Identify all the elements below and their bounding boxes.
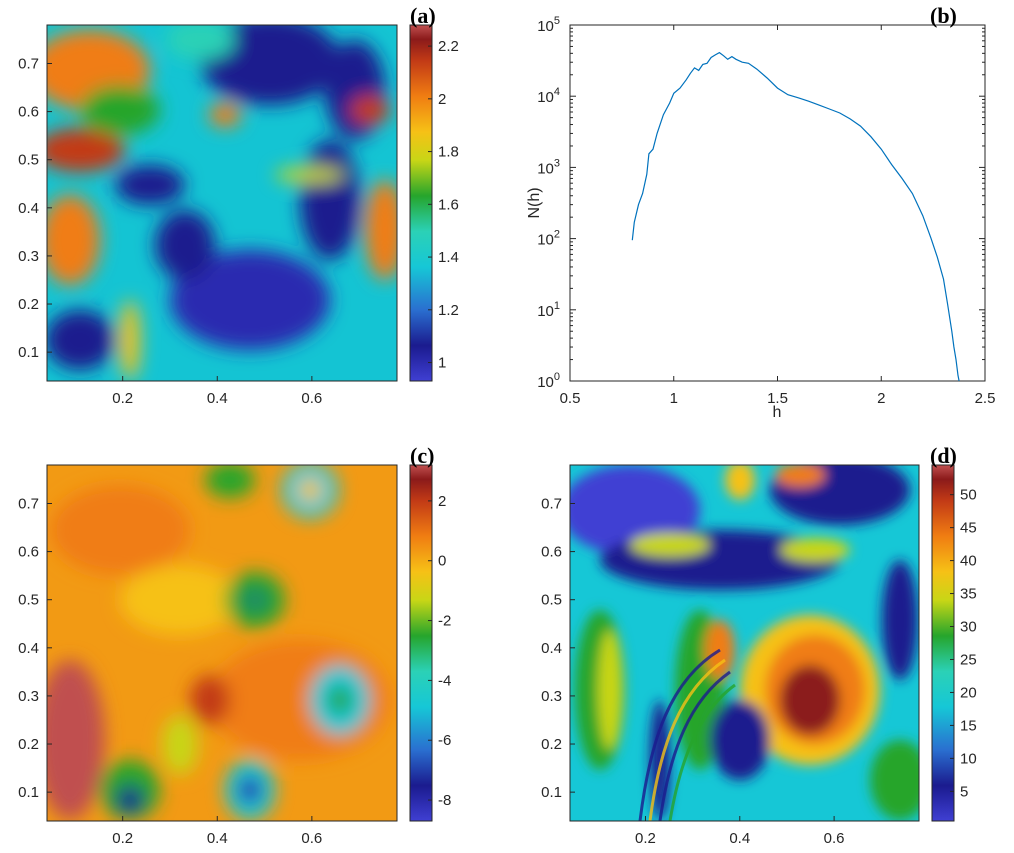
x-tick-label: 0.2 bbox=[635, 830, 656, 847]
panel-label-a: (a) bbox=[410, 3, 436, 28]
y-tick-label: 0.4 bbox=[18, 640, 39, 657]
x-tick-label: 0.6 bbox=[301, 390, 322, 407]
colorbar-tick-label: 1.2 bbox=[438, 302, 459, 319]
heatmap-c-image bbox=[47, 465, 397, 821]
colorbar-tick-label: -4 bbox=[438, 672, 451, 689]
colorbar-tick-label: 30 bbox=[960, 619, 977, 636]
heatmap-a-image bbox=[47, 25, 397, 381]
y-tick-label: 0.2 bbox=[18, 296, 39, 313]
y-tick-label: 0.4 bbox=[18, 200, 39, 217]
y-tick-label: 0.7 bbox=[18, 55, 39, 72]
y-tick-label: 0.6 bbox=[541, 544, 562, 561]
x-tick-label: 1 bbox=[670, 390, 678, 407]
colorbar-tick-label: 25 bbox=[960, 651, 977, 668]
panel-b: 0.5 1 1.5 2 2.5 100 101 102 103 104 105 h N(h) (b) bbox=[526, 3, 995, 421]
colorbar-tick-label: 2 bbox=[438, 493, 446, 510]
colorbar-tick-label: 1.6 bbox=[438, 196, 459, 213]
panel-d: 0.2 0.4 0.6 0.1 0.2 0.3 0.4 0.5 0.6 0.7 5 10 15 20 25… bbox=[541, 443, 977, 847]
heatmap-d-image bbox=[570, 465, 919, 821]
colorbar-tick-label: -8 bbox=[438, 792, 451, 809]
colorbar-tick-label: 45 bbox=[960, 520, 977, 537]
x-tick-label: 0.6 bbox=[301, 830, 322, 847]
colorbar-tick-label: 5 bbox=[960, 783, 968, 800]
y-tick-label: 0.2 bbox=[18, 736, 39, 753]
yaxis-label-b: N(h) bbox=[526, 187, 543, 218]
y-tick-label: 0.3 bbox=[541, 688, 562, 705]
x-tick-label: 2 bbox=[877, 390, 885, 407]
x-tick-label: 0.4 bbox=[207, 390, 228, 407]
colorbar-tick-label: 20 bbox=[960, 684, 977, 701]
y-tick-label: 0.6 bbox=[18, 104, 39, 121]
y-tick-label: 0.5 bbox=[18, 152, 39, 169]
y-tick-label: 0.4 bbox=[541, 640, 562, 657]
colorbar-tick-label: 1.8 bbox=[438, 144, 459, 161]
y-tick-label: 0.6 bbox=[18, 544, 39, 561]
x-tick-label: 0.2 bbox=[112, 390, 133, 407]
y-tick-label: 0.1 bbox=[18, 784, 39, 801]
colorbar-tick-label: 10 bbox=[960, 750, 977, 767]
colorbar-c bbox=[409, 464, 433, 822]
y-tick-label: 0.5 bbox=[541, 592, 562, 609]
y-tick-label: 0.7 bbox=[541, 495, 562, 512]
colorbar-tick-label: 0 bbox=[438, 553, 446, 570]
y-tick-label: 103 bbox=[537, 157, 560, 177]
x-tick-label: 0.2 bbox=[112, 830, 133, 847]
y-tick-label: 104 bbox=[537, 86, 560, 106]
colorbar-tick-label: 35 bbox=[960, 586, 977, 603]
colorbar-tick-label: 2.2 bbox=[438, 38, 459, 55]
y-tick-label: 0.5 bbox=[18, 592, 39, 609]
colorbar-tick-label: 1 bbox=[438, 355, 446, 372]
colorbar-tick-label: 2 bbox=[438, 91, 446, 108]
colorbar-d bbox=[931, 464, 955, 822]
panel-label-b: (b) bbox=[930, 3, 957, 28]
x-tick-label: 1.5 bbox=[767, 390, 788, 407]
xaxis-label-b: h bbox=[773, 404, 782, 421]
y-tick-label: 0.2 bbox=[541, 736, 562, 753]
panel-a: 0.2 0.4 0.6 0.1 0.2 0.3 0.4 0.5 0.6 0.7 1 1.2 1.4 1.… bbox=[18, 3, 459, 407]
y-tick-label: 101 bbox=[537, 300, 560, 320]
y-tick-label: 0.1 bbox=[541, 784, 562, 801]
panel-label-d: (d) bbox=[930, 443, 957, 468]
x-tick-label: 0.5 bbox=[560, 390, 581, 407]
y-tick-label: 102 bbox=[537, 229, 560, 249]
x-tick-label: 0.6 bbox=[824, 830, 845, 847]
y-tick-label: 0.3 bbox=[18, 688, 39, 705]
x-tick-label: 0.4 bbox=[207, 830, 228, 847]
series-line-nh bbox=[631, 51, 960, 382]
y-tick-label: 0.3 bbox=[18, 248, 39, 265]
y-tick-label: 0.1 bbox=[18, 344, 39, 361]
y-tick-label: 105 bbox=[537, 15, 560, 35]
colorbar-a bbox=[409, 24, 433, 382]
y-tick-label: 100 bbox=[537, 371, 560, 391]
colorbar-tick-label: 40 bbox=[960, 553, 977, 570]
x-tick-label: 2.5 bbox=[975, 390, 996, 407]
colorbar-tick-label: 1.4 bbox=[438, 249, 459, 266]
colorbar-tick-label: -2 bbox=[438, 613, 451, 630]
panel-label-c: (c) bbox=[410, 443, 434, 468]
colorbar-tick-label: -6 bbox=[438, 732, 451, 749]
panel-c: 0.2 0.4 0.6 0.1 0.2 0.3 0.4 0.5 0.6 0.7 -8 -6 -4 -2 0… bbox=[18, 443, 451, 847]
y-tick-label: 0.7 bbox=[18, 495, 39, 512]
colorbar-tick-label: 15 bbox=[960, 717, 977, 734]
colorbar-tick-label: 50 bbox=[960, 487, 977, 504]
x-tick-label: 0.4 bbox=[729, 830, 750, 847]
